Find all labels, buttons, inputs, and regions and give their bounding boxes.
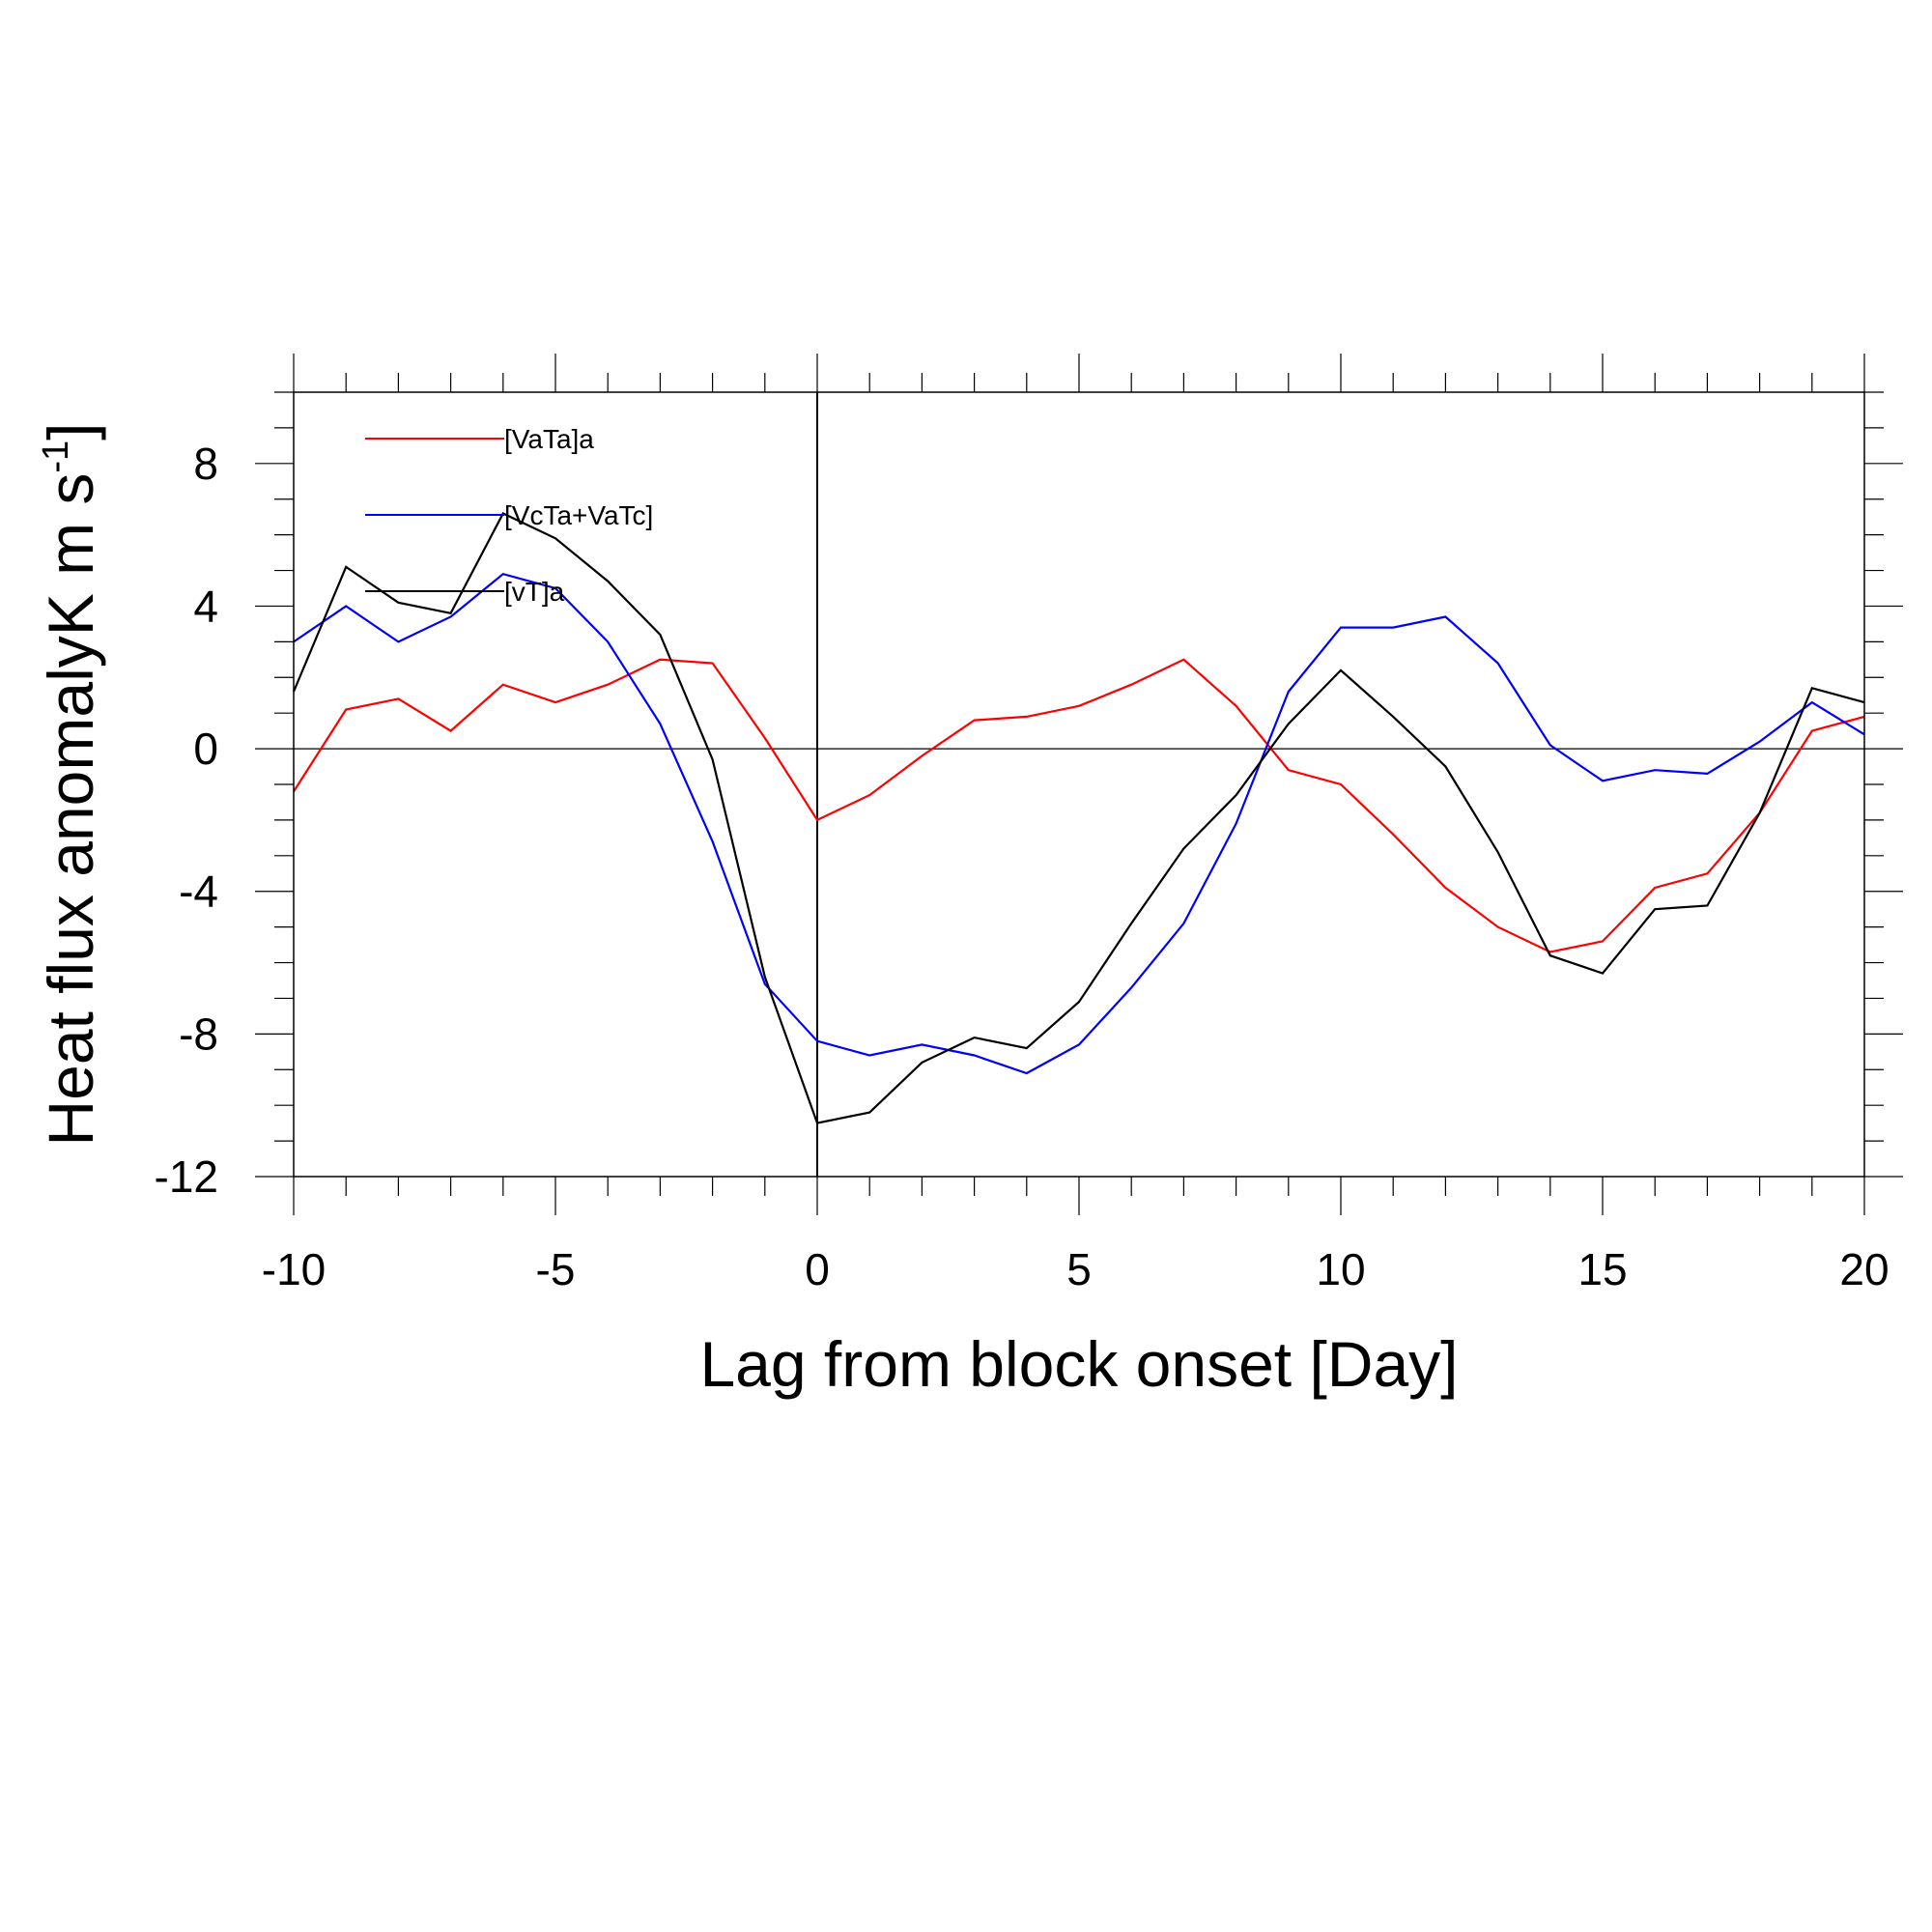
legend-label-3: [vT]a [504,577,565,607]
legend-label-1: [VaTa]a [504,424,594,454]
series-line-1 [293,658,1865,953]
y-tick-label: -12 [155,1151,218,1202]
series-line-2 [293,572,1865,1075]
x-tick-label: 20 [1839,1244,1889,1294]
tick-labels: -10 -5 0 5 10 15 20 -12 -8 -4 0 4 8 [155,439,1889,1294]
data-series [292,512,1865,1124]
legend-label-2: [VcTa+VaTc] [504,500,653,530]
y-axis-title-closing: ] [35,422,106,440]
reference-lines [294,392,1864,1177]
x-tick-label: 10 [1316,1244,1365,1294]
x-tick-label: -10 [262,1244,326,1294]
x-tick-label: 5 [1066,1244,1092,1294]
x-tick-label: 0 [805,1244,830,1294]
y-axis-title-main: Heat flux anomalyK m s [35,473,106,1147]
series-line-3 [292,512,1865,1124]
legend: [VaTa]a [VcTa+VaTc] [vT]a [365,424,653,607]
x-tick-label: -5 [536,1244,576,1294]
y-tick-label: 4 [193,581,218,631]
plot-frame [293,391,1865,1178]
x-tick-label: 15 [1577,1244,1627,1294]
y-axis-title-superscript: -1 [36,440,76,473]
axis-ticks [255,354,1903,1215]
y-axis-title: Heat flux anomalyK m s-1] [35,422,106,1146]
y-tick-label: -4 [179,867,218,917]
y-tick-label: -8 [179,1009,218,1059]
y-tick-label: 8 [193,439,218,489]
y-tick-label: 0 [193,724,218,774]
x-axis-title: Lag from block onset [Day] [699,1328,1458,1400]
